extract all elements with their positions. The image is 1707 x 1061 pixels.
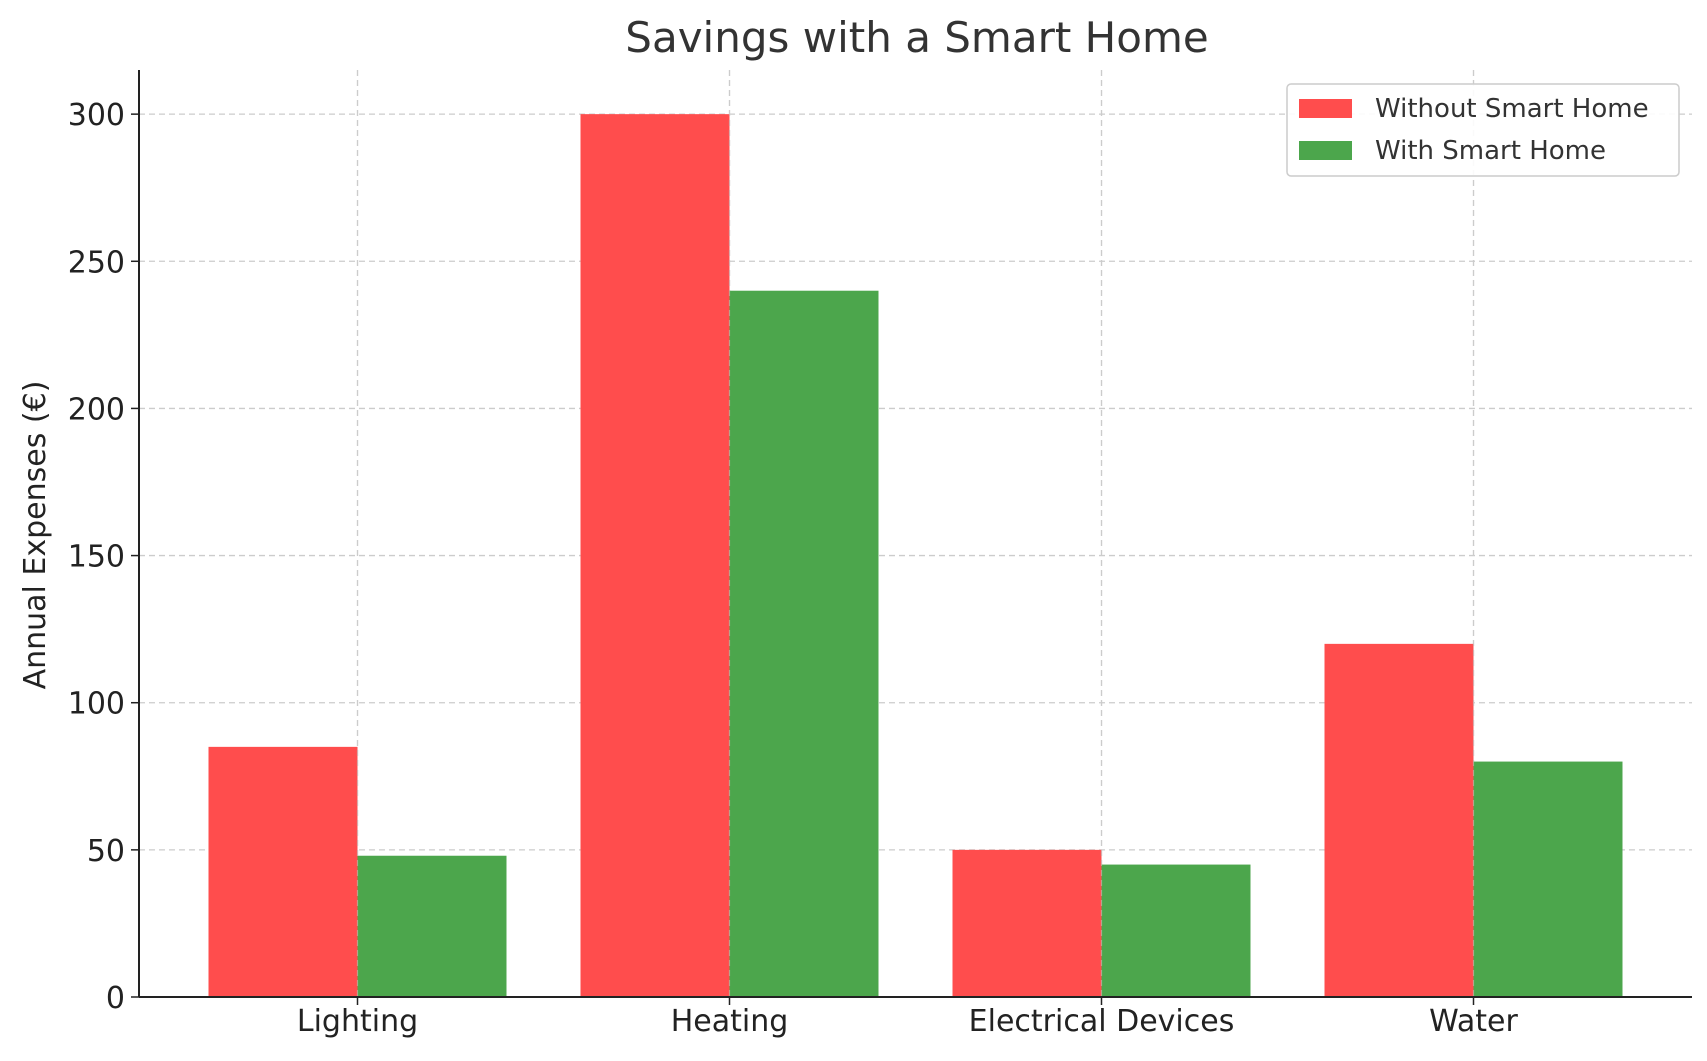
bar-with-smart-home — [1101, 864, 1251, 997]
y-tick-label: 50 — [87, 834, 125, 869]
bar-with-smart-home — [1473, 761, 1623, 997]
legend: Without Smart Home With Smart Home — [1286, 83, 1680, 177]
x-tick-label: Electrical Devices — [969, 1004, 1235, 1039]
bar-without-smart-home — [208, 746, 358, 997]
axes — [131, 70, 1692, 1005]
legend-swatch-without-smart-home — [1299, 99, 1352, 118]
y-tick-label: 0 — [106, 981, 125, 1016]
y-tick-label: 100 — [68, 687, 125, 722]
chart-title: Savings with a Smart Home — [625, 13, 1208, 62]
y-tick-label: 200 — [68, 392, 125, 427]
y-tick-label: 300 — [68, 98, 125, 133]
y-tick-label: 150 — [68, 540, 125, 575]
bars — [208, 70, 1623, 997]
legend-label-without-smart-home: Without Smart Home — [1375, 94, 1649, 124]
y-tick-label: 250 — [68, 245, 125, 280]
bar-with-smart-home — [729, 290, 879, 997]
legend-swatch-with-smart-home — [1299, 141, 1352, 160]
x-tick-label: Lighting — [297, 1004, 418, 1039]
bar-without-smart-home — [1324, 643, 1474, 997]
bar-with-smart-home — [357, 855, 507, 997]
bar-without-smart-home — [952, 849, 1102, 997]
tick-labels: 0 50 100 150 200 250 300 Lighting Heating Electri… — [68, 98, 1519, 1039]
legend-label-with-smart-home: With Smart Home — [1375, 136, 1606, 166]
x-tick-label: Heating — [671, 1004, 789, 1039]
x-tick-label: Water — [1429, 1004, 1518, 1039]
bar-without-smart-home — [580, 114, 730, 997]
legend-frame — [1286, 83, 1680, 177]
y-axis-label: Annual Expenses (€) — [18, 381, 53, 690]
